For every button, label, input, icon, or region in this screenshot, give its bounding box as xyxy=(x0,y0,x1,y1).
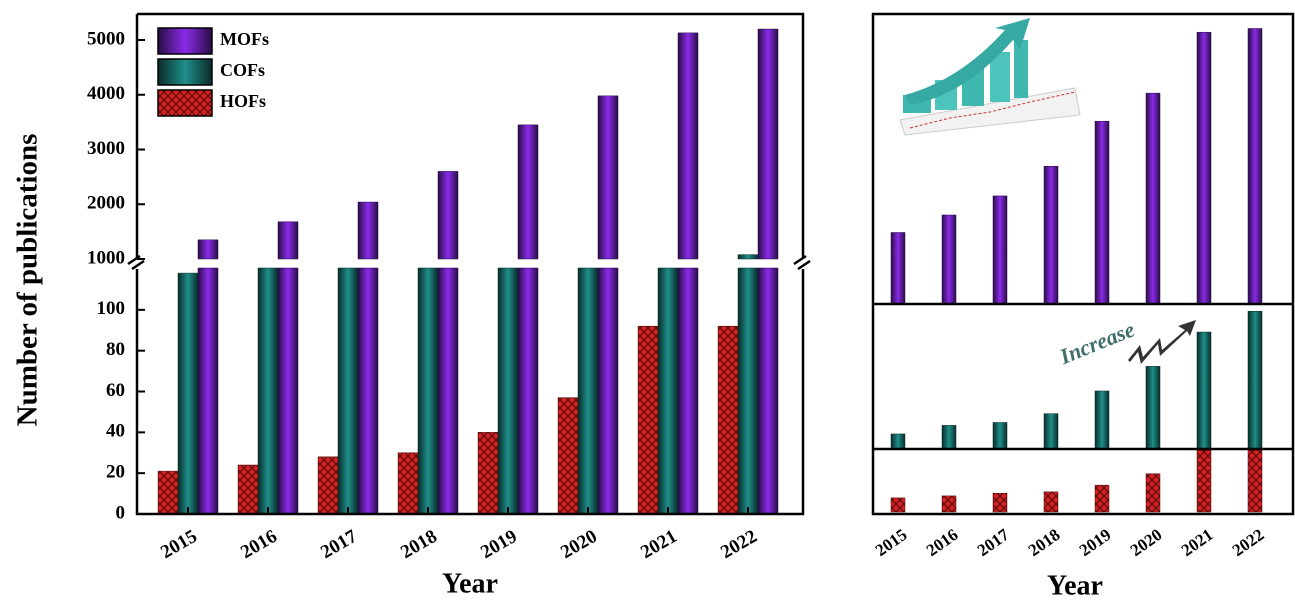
bar xyxy=(891,498,905,512)
bar xyxy=(638,326,658,514)
y-tick-label: 3000 xyxy=(87,138,125,159)
bar xyxy=(993,493,1007,512)
bar xyxy=(578,268,598,514)
x-tick-label: 2020 xyxy=(557,526,600,563)
bar xyxy=(198,240,218,514)
legend-swatch xyxy=(158,59,212,85)
y-tick-label: 1000 xyxy=(87,247,125,268)
bar xyxy=(158,471,178,514)
x-tick-label: 2019 xyxy=(1076,525,1115,560)
y-tick-label: 80 xyxy=(106,339,125,360)
bar xyxy=(558,398,578,514)
bar xyxy=(518,125,538,514)
bar xyxy=(1095,391,1109,449)
bar xyxy=(1197,450,1211,512)
bar xyxy=(758,29,778,514)
bar xyxy=(238,465,258,514)
legend-swatch xyxy=(158,28,212,54)
bar xyxy=(1044,492,1058,512)
x-tick-label: 2018 xyxy=(1025,525,1064,560)
legend-label: COFs xyxy=(220,60,265,80)
bar xyxy=(438,171,458,514)
bar xyxy=(1146,93,1160,304)
legend-swatch xyxy=(158,90,212,116)
bar xyxy=(178,273,198,514)
x-tick-label: 2019 xyxy=(477,526,520,563)
y-axis-title: Number of publications xyxy=(12,134,44,427)
bar xyxy=(1248,29,1262,305)
bar xyxy=(478,432,498,514)
figure: Increase 0 20 40 60 80 100 1000 2000 3000 4000 500… xyxy=(0,0,1295,602)
annotation: Increase xyxy=(1055,316,1138,369)
bar xyxy=(658,268,678,514)
bar xyxy=(738,255,758,514)
x-axis-title: Year xyxy=(1047,570,1103,601)
axis-break-gap xyxy=(131,260,809,268)
x-tick-label: 2015 xyxy=(872,525,911,560)
y-tick-label: 0 xyxy=(116,502,126,523)
bar xyxy=(993,422,1007,449)
bar xyxy=(891,434,905,449)
bar xyxy=(1095,485,1109,512)
bar xyxy=(258,268,278,514)
x-tick-label: 2017 xyxy=(317,526,361,563)
x-tick-label: 2017 xyxy=(974,525,1013,560)
bar xyxy=(718,326,738,514)
bar xyxy=(418,268,438,514)
bar xyxy=(1197,332,1211,449)
x-tick-label: 2022 xyxy=(717,526,760,563)
bar xyxy=(1146,366,1160,449)
y-tick-label: 60 xyxy=(106,380,125,401)
x-tick-label: 2016 xyxy=(237,526,280,563)
x-tick-label: 2015 xyxy=(157,526,200,563)
y-tick-label: 40 xyxy=(106,421,125,442)
x-tick-label: 2018 xyxy=(397,526,440,563)
bar xyxy=(942,425,956,449)
y-tick-label: 2000 xyxy=(87,193,125,214)
increase-arrow xyxy=(1128,320,1196,364)
bar xyxy=(1248,450,1262,512)
growth-icon xyxy=(900,18,1080,135)
bar xyxy=(398,453,418,514)
bar xyxy=(678,33,698,514)
bar xyxy=(1197,32,1211,304)
legend-label: HOFs xyxy=(220,91,266,111)
legend-label: MOFs xyxy=(220,29,269,49)
bar xyxy=(891,232,905,304)
bar xyxy=(942,496,956,512)
y-tick-label: 5000 xyxy=(87,28,125,49)
x-tick-label: 2021 xyxy=(1178,525,1217,560)
bar xyxy=(942,215,956,304)
bar xyxy=(1146,474,1160,512)
y-tick-label: 100 xyxy=(97,298,126,319)
bar xyxy=(358,202,378,514)
x-axis-title: Year xyxy=(442,568,498,599)
x-tick-label: 2016 xyxy=(923,525,962,560)
x-tick-label: 2022 xyxy=(1229,525,1268,560)
bar xyxy=(498,268,518,514)
bar xyxy=(598,96,618,514)
bar xyxy=(1044,166,1058,304)
y-tick-label: 20 xyxy=(106,462,125,483)
y-tick-label: 4000 xyxy=(87,83,125,104)
bar xyxy=(318,457,338,514)
bar xyxy=(1095,121,1109,304)
bar xyxy=(338,268,358,514)
bar xyxy=(1248,311,1262,449)
x-tick-label: 2020 xyxy=(1127,525,1166,560)
bar xyxy=(1044,414,1058,449)
x-tick-label: 2021 xyxy=(637,526,680,563)
bar xyxy=(993,196,1007,304)
